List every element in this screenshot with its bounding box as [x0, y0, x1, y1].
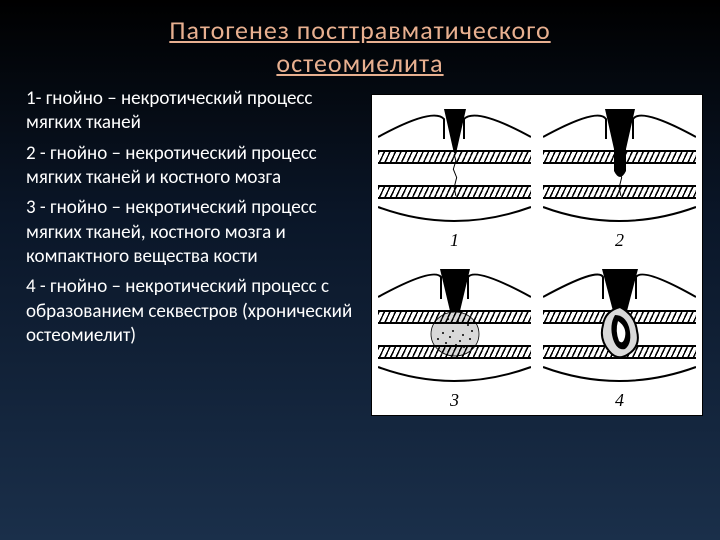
- panel-2: 2: [537, 95, 702, 255]
- title-line-1: Патогенез посттравматического: [169, 14, 550, 46]
- sequestrum: [595, 305, 645, 361]
- panel-3: 3: [372, 255, 537, 415]
- slide-title: Патогенез посттравматического остеомиели…: [0, 0, 720, 79]
- panel-label-1: 1: [450, 230, 459, 251]
- panel-4: 4: [537, 255, 702, 415]
- text-column: 1- гнойно – некротический процесс мягких…: [26, 87, 360, 415]
- panel-label-3: 3: [450, 390, 459, 411]
- figure-column: 1 2: [372, 87, 702, 415]
- marrow-lesion: [428, 309, 482, 359]
- panel-1: 1: [372, 95, 537, 255]
- content-row: 1- гнойно – некротический процесс мягких…: [0, 79, 720, 415]
- item-4: 4 - гнойно – некротический процесс с обр…: [26, 275, 360, 348]
- panel-label-2: 2: [615, 230, 624, 251]
- item-3: 3 - гнойно – некротический процесс мягки…: [26, 196, 360, 269]
- pathogenesis-figure: 1 2: [372, 95, 702, 415]
- title-line-2: остеомиелита: [276, 47, 443, 79]
- fracture-crack: [450, 150, 460, 200]
- fracture-crack: [615, 150, 625, 200]
- item-2: 2 - гнойно – некротический процесс мягки…: [26, 142, 360, 191]
- item-1: 1- гнойно – некротический процесс мягких…: [26, 87, 360, 136]
- panel-label-4: 4: [615, 390, 624, 411]
